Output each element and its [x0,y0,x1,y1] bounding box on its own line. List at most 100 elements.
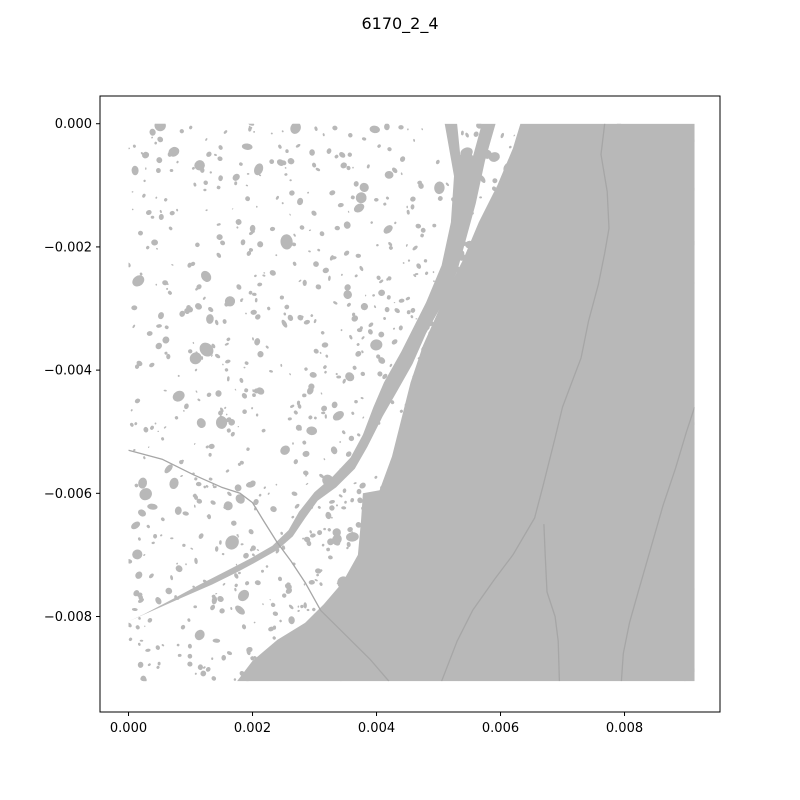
lake [319,569,323,573]
lake [324,414,327,419]
lake [394,221,397,225]
lake [211,354,213,357]
lake [492,178,498,184]
lake [202,666,206,669]
lake [202,296,206,300]
lake [132,144,136,148]
lake [250,309,257,315]
lake [293,410,298,415]
lake [341,430,346,435]
lake [270,506,277,513]
lake [143,456,146,460]
lake [169,210,175,216]
lake [313,261,319,267]
lake [196,284,202,290]
lake [346,541,351,548]
lake [166,353,171,360]
lake [134,483,139,488]
map-title: 6170_2_4 [361,14,439,33]
lake [405,296,411,301]
lake [237,536,240,538]
lake [187,653,193,659]
lake [284,304,290,310]
lake [393,302,396,304]
lake [227,491,232,497]
lake [263,486,267,489]
lake [267,306,271,311]
lake [302,393,307,398]
lake [217,596,224,602]
lake [176,160,179,164]
lake [182,543,186,547]
lake [193,605,197,609]
lake [350,195,355,200]
lake [360,397,364,400]
lake [508,145,512,149]
lake [203,180,208,185]
lake [355,253,361,258]
lake [313,319,317,324]
lake [415,223,422,229]
lake [323,365,327,369]
lake [132,324,136,329]
lake [234,573,239,579]
lake [145,648,151,652]
lake [377,144,381,148]
lake [288,616,295,625]
lake [131,191,134,193]
lake [432,223,437,228]
lake [221,655,227,661]
lake [400,172,403,176]
lake [144,625,146,628]
lake [315,284,322,290]
lake [243,552,249,559]
lake [384,123,390,131]
lake [295,143,301,148]
lake [269,270,276,276]
lake [248,529,254,535]
lake [323,458,326,461]
lake [192,341,195,344]
lake [147,503,158,510]
lake [327,538,335,546]
lake [145,210,152,215]
lake [142,193,146,198]
lake [297,197,304,206]
lake [135,625,140,630]
lake [205,667,211,672]
lake [272,625,277,630]
lake [146,245,150,250]
lake [299,225,305,230]
lake [151,541,155,545]
lake [139,639,144,642]
lake [392,327,396,330]
lake [360,302,368,311]
lake [225,469,230,473]
lake [192,585,195,588]
lake [226,651,233,656]
lake [234,388,237,391]
map-features [100,96,720,712]
lake [330,446,338,455]
lake [234,587,237,592]
lake [224,342,229,346]
lake [346,532,359,542]
lake [291,515,295,519]
lake [240,543,244,546]
lake [208,443,215,450]
lake [269,370,273,373]
lake [329,190,336,196]
lake [254,298,258,303]
lake [133,449,136,452]
lake [265,345,269,349]
lake [355,192,367,204]
lake [234,181,238,186]
lake [302,450,310,457]
lake [214,546,219,552]
lake [132,275,145,287]
lake [194,672,197,675]
lake [320,392,323,395]
lake [293,233,296,237]
lake [287,314,294,321]
lake [195,303,200,309]
